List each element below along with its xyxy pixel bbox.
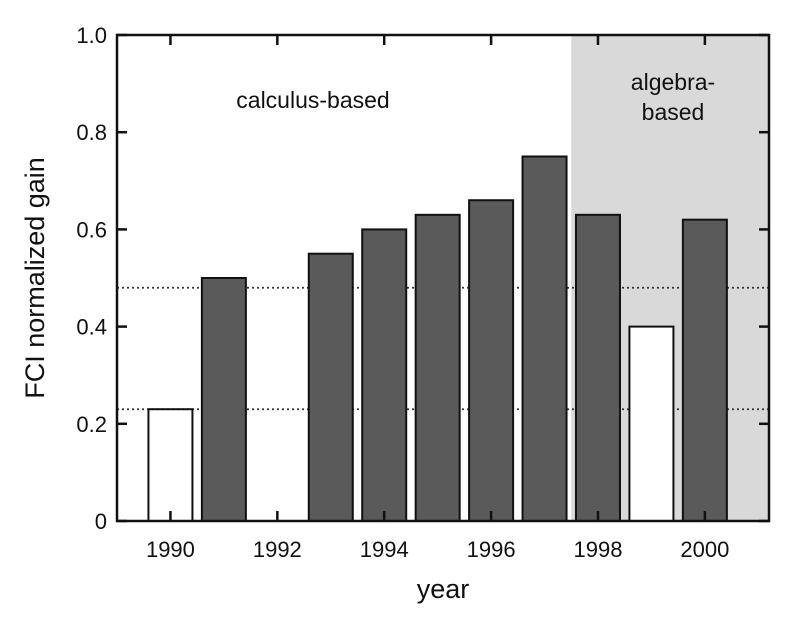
x-tick-label: 1998 [574, 537, 623, 562]
bar-1995-filled [414, 213, 461, 522]
bar-1997-filled [521, 155, 568, 522]
y-tick-label: 0.8 [76, 120, 107, 145]
region-labels: calculus-based algebra-based [236, 69, 715, 125]
bar-2000-filled [681, 218, 728, 522]
y-tick-label: 0.4 [76, 315, 107, 340]
x-tick-label: 1990 [146, 537, 195, 562]
y-tick-label: 0.2 [76, 412, 107, 437]
y-axis-title: FCI normalized gain [20, 157, 50, 399]
x-tick-label: 2000 [680, 537, 729, 562]
plot-frame [115, 33, 771, 523]
y-tick-label: 1.0 [76, 23, 107, 48]
bar-1998-filled [574, 213, 621, 522]
x-tick-label: 1996 [467, 537, 516, 562]
bar-1994-filled [361, 228, 408, 522]
bar-1999-open [628, 325, 675, 522]
axis-ticks: 0 0.2 0.4 0.6 0.8 1.0 1990 1992 1994 1996 1998 2000 [76, 23, 769, 562]
bar-1996-filled [468, 199, 515, 523]
bar-1991-filled [200, 277, 247, 522]
x-tick-label: 1992 [253, 537, 302, 562]
y-tick-label: 0 [95, 509, 107, 534]
region-label-algebra-based: algebra-based [631, 69, 715, 125]
bar-1993-filled [307, 252, 354, 522]
bar-1990-open [147, 408, 194, 522]
x-axis-title: year [417, 574, 470, 604]
bars [147, 155, 728, 523]
x-tick-label: 1994 [360, 537, 409, 562]
region-label-calculus-based: calculus-based [236, 87, 389, 113]
y-tick-label: 0.6 [76, 217, 107, 242]
